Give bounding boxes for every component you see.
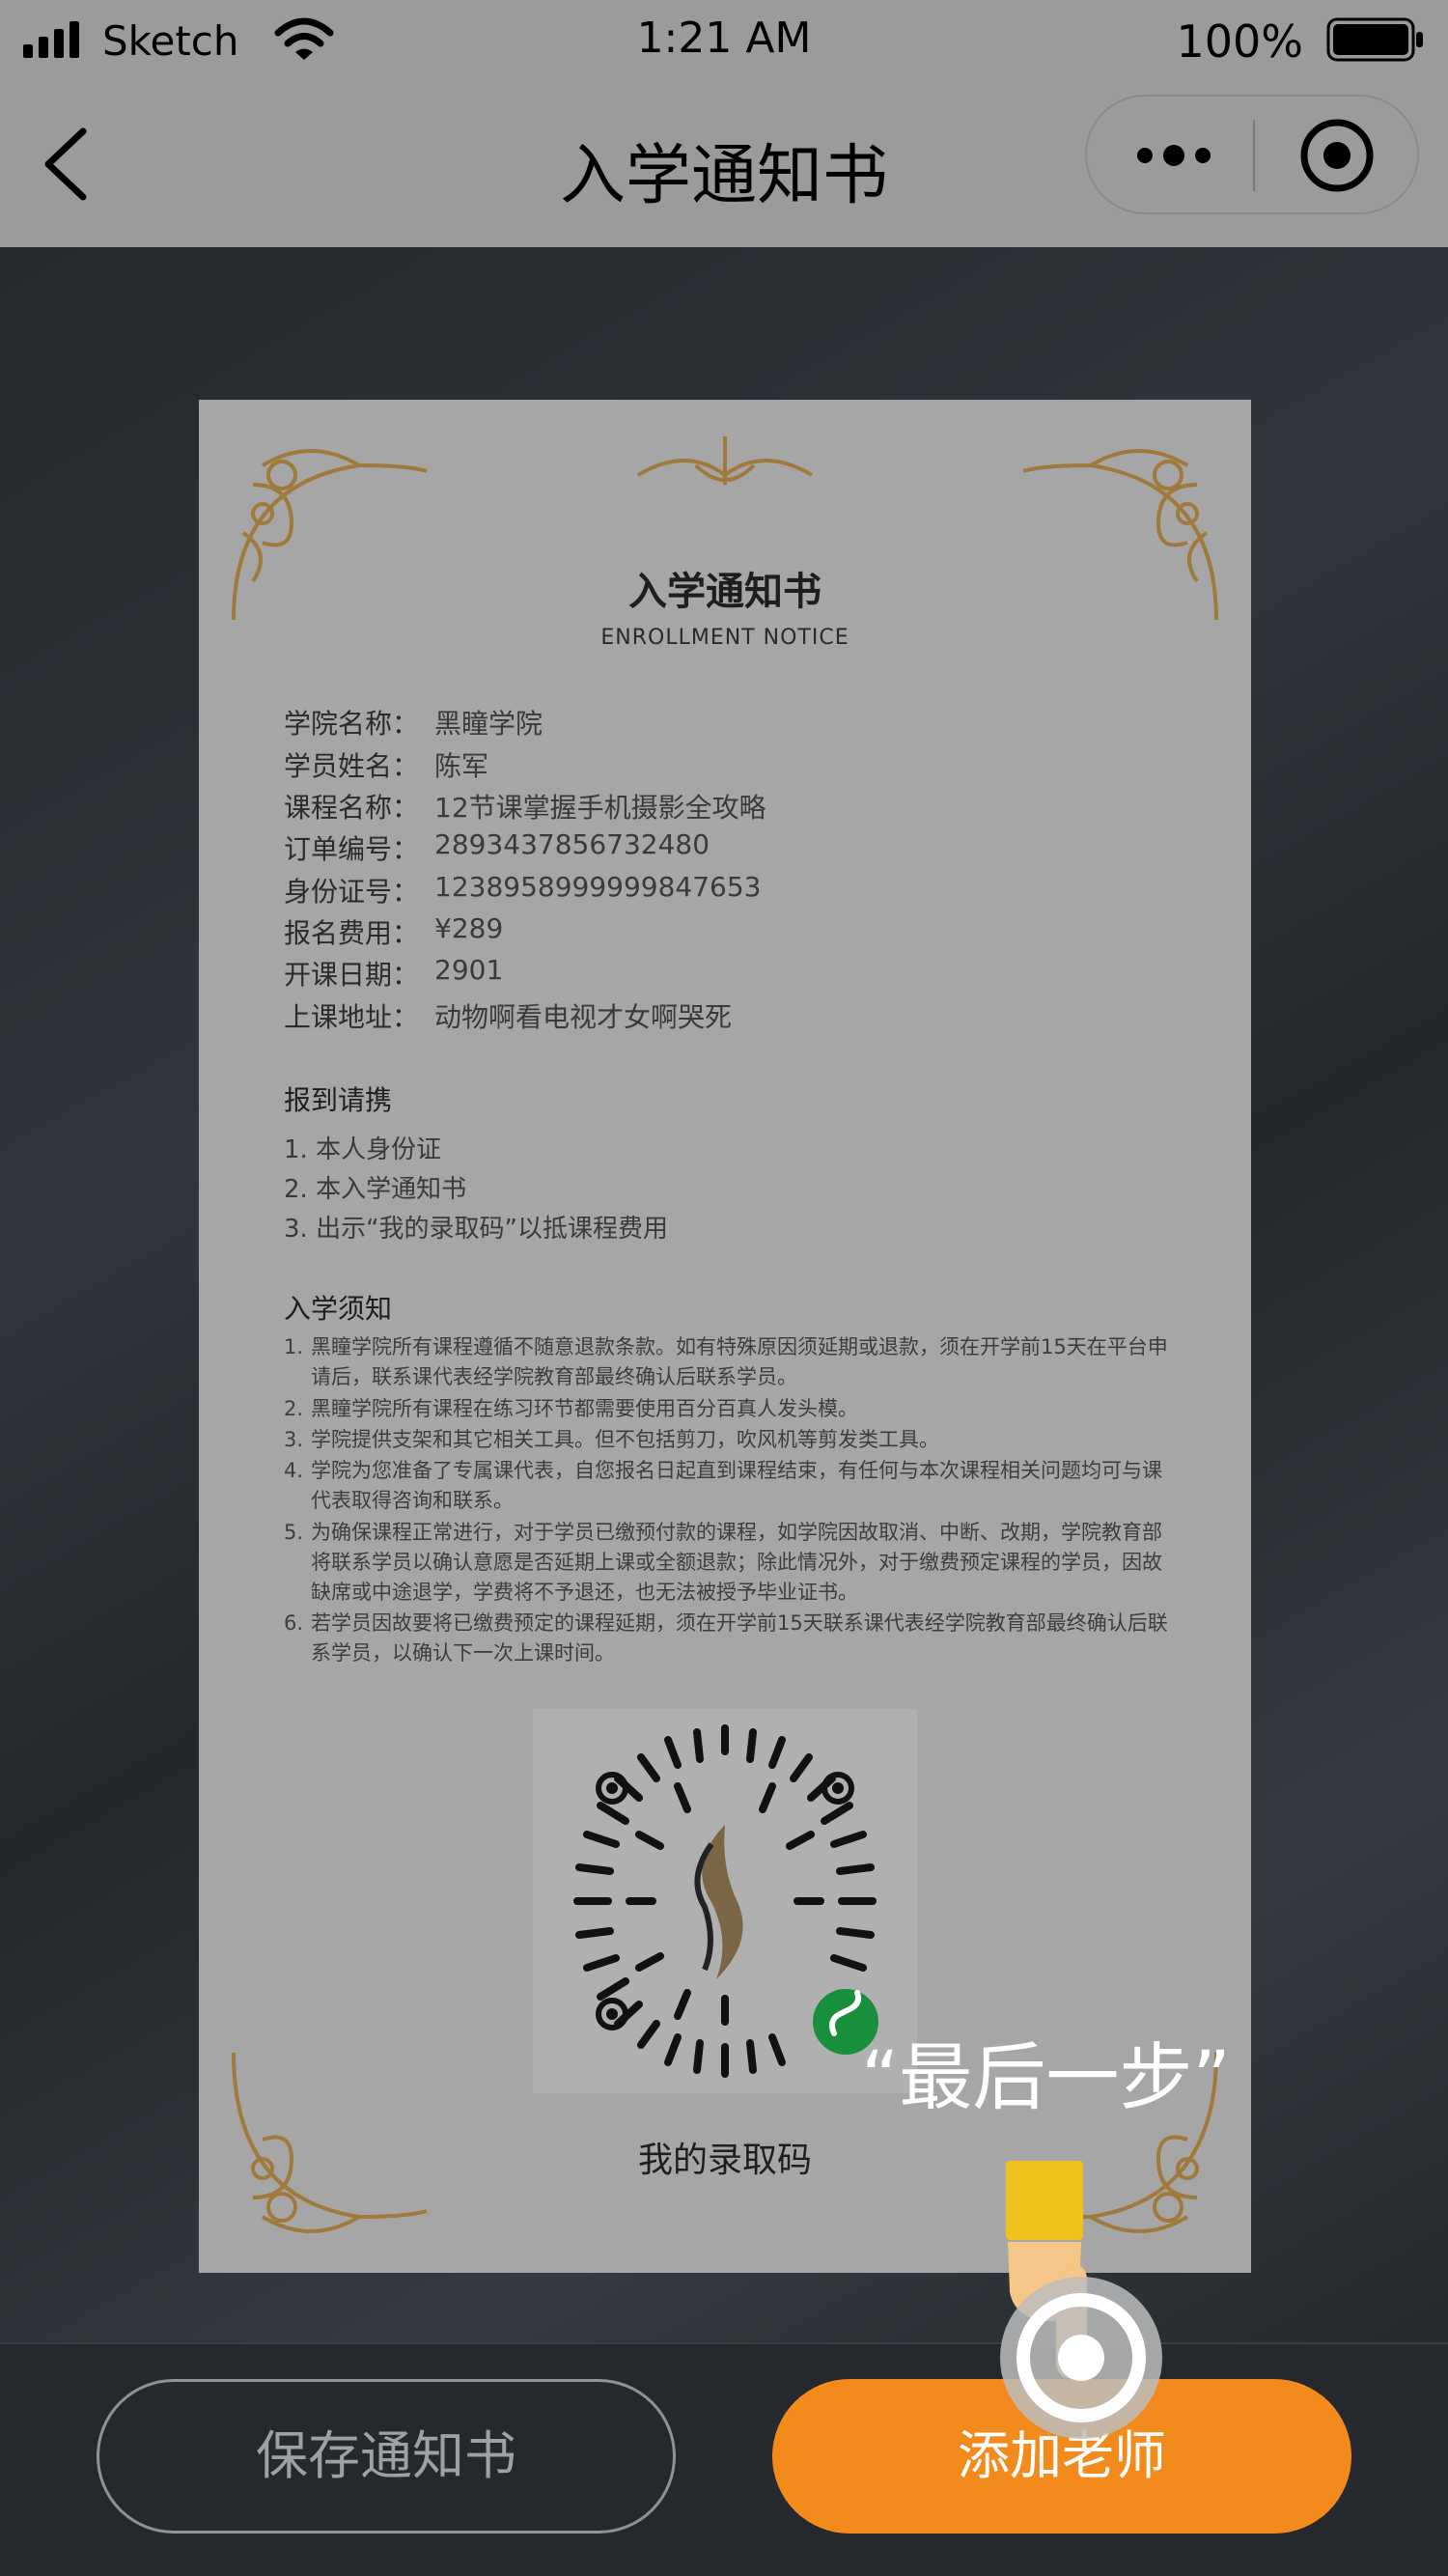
notice-number: 2.	[284, 1397, 304, 1420]
checkin-heading: 报到请携	[284, 1084, 393, 1116]
save-notice-button[interactable]: 保存通知书	[97, 2379, 676, 2534]
notice-text: 为确保课程正常进行，对于学员已缴预付款的课程，如学院因故取消、中断、改期，学院教…	[311, 1521, 1162, 1604]
notice-item: 1. 黑瞳学院所有课程遵循不随意退款条款。如有特殊原因须延期或退款，须在开学前15…	[284, 1332, 1172, 1392]
notice-text: 黑瞳学院所有课程遵循不随意退款条款。如有特殊原因须延期或退款，须在开学前15天在…	[311, 1335, 1168, 1388]
more-icon[interactable]	[1135, 141, 1212, 170]
info-value: 黑瞳学院	[434, 708, 543, 740]
battery-percent: 100%	[1176, 15, 1303, 68]
info-value: 2901	[434, 954, 504, 986]
info-value: 2893437856732480	[434, 828, 710, 860]
top-left-ornament	[232, 449, 428, 621]
notice-item: 6. 若学员因故要将已缴费预定的课程延期，须在开学前15天联系课代表经学院教育部最…	[284, 1609, 1172, 1668]
notice-text: 学院提供支架和其它相关工具。但不包括剪刀，吹风机等剪发类工具。	[311, 1428, 939, 1451]
info-label: 订单编号：	[284, 833, 420, 865]
notice-heading: 入学须知	[284, 1293, 393, 1325]
info-value: 1238958999999847653	[434, 871, 762, 903]
tutorial-callout: “最后一步”	[861, 2034, 1231, 2120]
notice-text: 学院为您准备了专属课代表，自您报名日起直到课程结束，有任何与本次课程相关问题均可…	[311, 1459, 1162, 1512]
info-value: ¥289	[434, 912, 504, 944]
info-label: 上课地址：	[284, 1001, 420, 1033]
top-center-ornament	[636, 436, 814, 485]
back-arrow-icon[interactable]	[39, 126, 93, 203]
status-bar: Sketch 1:21 AM 100%	[0, 0, 1448, 83]
info-label: 身份证号：	[284, 876, 420, 908]
notice-item: 3. 学院提供支架和其它相关工具。但不包括剪刀，吹风机等剪发类工具。	[284, 1425, 1172, 1455]
notice-number: 4.	[284, 1459, 304, 1482]
notice-number: 6.	[284, 1611, 304, 1635]
carrier-name: Sketch	[102, 17, 239, 65]
mini-program-capsule	[1085, 95, 1419, 214]
signal-icon	[23, 21, 79, 58]
checkin-item: 1. 本人身份证	[284, 1135, 442, 1164]
battery-icon	[1326, 17, 1423, 62]
admission-qr-code[interactable]	[533, 1709, 917, 2093]
info-label: 学院名称：	[284, 708, 420, 740]
info-value: 12节课掌握手机摄影全攻略	[434, 792, 766, 824]
certificate-title: 入学通知书	[628, 570, 821, 614]
info-label: 报名费用：	[284, 917, 420, 949]
info-label: 学员姓名：	[284, 750, 420, 782]
info-value: 陈军	[434, 750, 489, 782]
qr-code-graphic	[573, 1724, 878, 2078]
tap-ripple-icon	[1000, 2277, 1162, 2439]
certificate-subtitle: ENROLLMENT NOTICE	[600, 626, 849, 650]
clock: 1:21 AM	[636, 14, 812, 63]
nav-bar: 入学通知书	[0, 83, 1448, 247]
enrollment-certificate: 入学通知书 ENROLLMENT NOTICE 学院名称： 黑瞳学院 学员姓名： 陈…	[199, 400, 1251, 2273]
info-label: 开课日期：	[284, 959, 420, 991]
top-right-ornament	[1022, 449, 1218, 621]
notice-item: 2. 黑瞳学院所有课程在练习环节都需要使用百分百真人发头模。	[284, 1394, 1172, 1424]
info-label: 课程名称：	[284, 792, 420, 824]
notice-item: 4. 学院为您准备了专属课代表，自您报名日起直到课程结束，有任何与本次课程相关问题…	[284, 1456, 1172, 1516]
info-value: 动物啊看电视才女啊哭死	[434, 1001, 733, 1033]
capsule-divider	[1253, 120, 1255, 191]
notice-number: 3.	[284, 1428, 304, 1451]
checkin-item: 2. 本入学通知书	[284, 1175, 467, 1204]
notice-number: 1.	[284, 1335, 304, 1358]
notice-number: 5.	[284, 1521, 304, 1544]
bottom-left-ornament	[232, 2052, 428, 2233]
checkin-item: 3. 出示“我的录取码”以抵课程费用	[284, 1215, 669, 1244]
notice-item: 5. 为确保课程正常进行，对于学员已缴预付款的课程，如学院因故取消、中断、改期，学…	[284, 1518, 1172, 1608]
notice-text: 黑瞳学院所有课程在练习环节都需要使用百分百真人发头模。	[311, 1397, 858, 1420]
notice-text: 若学员因故要将已缴费预定的课程延期，须在开学前15天联系课代表经学院教育部最终确…	[311, 1611, 1168, 1665]
page-title: 入学通知书	[559, 138, 888, 214]
wifi-icon	[274, 17, 334, 60]
close-miniprogram-icon[interactable]	[1297, 116, 1377, 195]
qr-code-label: 我的录取码	[637, 2141, 812, 2180]
